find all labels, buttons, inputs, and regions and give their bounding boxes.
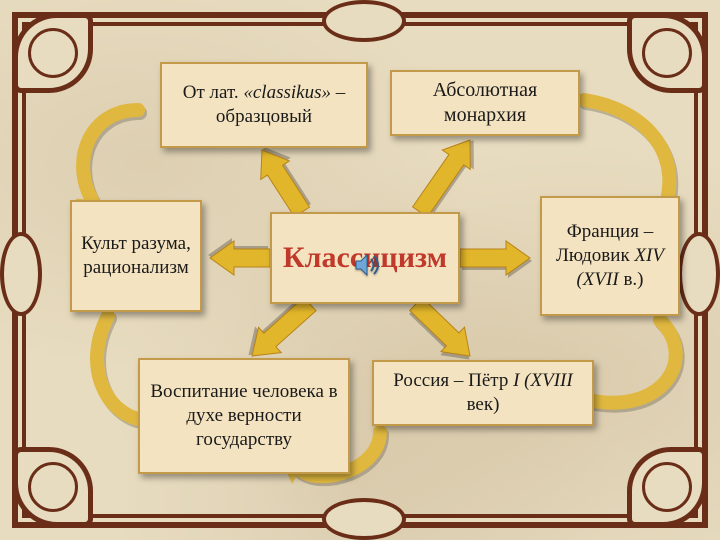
- concept-box: Франция – Людовик XIV (XVII в.): [540, 196, 680, 316]
- concept-label: Абсолютная монархия: [400, 78, 570, 128]
- concept-box: Абсолютная монархия: [390, 70, 580, 136]
- concept-label: Франция – Людовик XIV (XVII в.): [550, 220, 670, 291]
- audio-icon[interactable]: [350, 248, 384, 282]
- concept-label: Россия – Пётр I (XVIII век): [382, 369, 584, 417]
- concept-box: От лат. «classikus» – образцовый: [160, 62, 368, 148]
- concept-label: Культ разума, рационализм: [80, 232, 192, 280]
- concept-box: Культ разума, рационализм: [70, 200, 202, 312]
- concept-box: Россия – Пётр I (XVIII век): [372, 360, 594, 426]
- concept-label: Воспитание человека в духе верности госу…: [148, 380, 340, 451]
- concept-label: От лат. «classikus» – образцовый: [170, 81, 358, 129]
- concept-box: Воспитание человека в духе верности госу…: [138, 358, 350, 474]
